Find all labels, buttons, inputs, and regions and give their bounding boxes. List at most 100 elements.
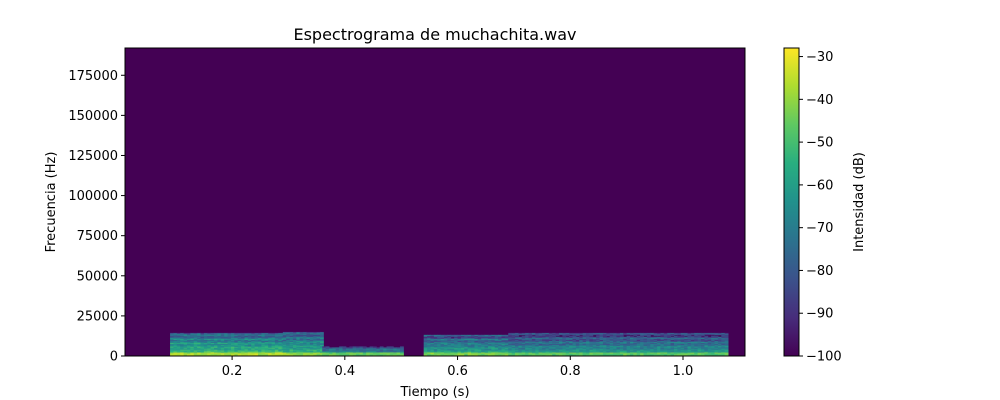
heatmap-cell <box>484 339 489 341</box>
heatmap-cell <box>183 333 188 336</box>
heatmap-cell <box>663 339 668 341</box>
heatmap-cell <box>626 354 631 356</box>
heatmap-cell <box>335 351 340 353</box>
heatmap-cell <box>464 336 469 339</box>
heatmap-cell <box>606 345 611 347</box>
heatmap-cell <box>508 352 513 354</box>
heatmap-cell <box>531 335 536 338</box>
heatmap-cell <box>447 352 452 354</box>
heatmap-cell <box>427 337 431 340</box>
heatmap-cell <box>345 348 350 350</box>
heatmap-cell <box>430 352 435 354</box>
heatmap-cell <box>572 344 577 346</box>
heatmap-cell <box>487 336 492 339</box>
heatmap-cell <box>251 338 256 341</box>
heatmap-cell <box>471 334 475 337</box>
heatmap-cell <box>515 347 519 349</box>
heatmap-cell <box>237 341 242 343</box>
heatmap-cell <box>579 349 584 351</box>
heatmap-cell <box>261 336 266 339</box>
heatmap-cell <box>623 353 628 355</box>
heatmap-cell <box>663 351 668 353</box>
heatmap-cell <box>711 338 715 341</box>
heatmap-cell <box>474 339 479 341</box>
heatmap-cell <box>309 350 314 352</box>
heatmap-cell <box>643 337 648 340</box>
heatmap-cell <box>193 352 198 354</box>
heatmap-cell <box>183 332 188 335</box>
heatmap-cell <box>660 348 665 350</box>
heatmap-cell <box>313 334 318 337</box>
heatmap-cell <box>596 349 600 351</box>
heatmap-cell <box>616 336 621 339</box>
heatmap-cell <box>599 335 604 338</box>
heatmap-cell <box>224 352 228 354</box>
heatmap-cell <box>690 351 695 353</box>
heatmap-cell <box>542 353 546 355</box>
heatmap-cell <box>286 354 290 356</box>
heatmap-cell <box>271 354 276 356</box>
heatmap-cell <box>214 348 218 350</box>
heatmap-cell <box>197 350 201 352</box>
heatmap-cell <box>306 350 311 352</box>
heatmap-cell <box>427 336 431 339</box>
heatmap-cell <box>694 354 699 356</box>
heatmap-cell <box>484 344 489 346</box>
heatmap-cell <box>170 347 174 349</box>
heatmap-cell <box>646 336 651 339</box>
heatmap-cell <box>680 332 685 335</box>
heatmap-cell <box>508 351 513 353</box>
heatmap-cell <box>596 350 600 352</box>
heatmap-cell <box>173 337 178 340</box>
heatmap-cell <box>653 334 658 337</box>
heatmap-cell <box>214 353 218 355</box>
heatmap-cell <box>680 352 685 354</box>
heatmap-cell <box>234 334 239 337</box>
heatmap-cell <box>373 346 377 348</box>
heatmap-cell <box>640 338 644 341</box>
heatmap-cell <box>640 354 644 356</box>
heatmap-cell <box>640 349 644 351</box>
heatmap-cell <box>586 340 590 342</box>
heatmap-cell <box>572 333 577 336</box>
heatmap-cell <box>657 339 661 341</box>
heatmap-cell <box>633 346 638 348</box>
heatmap-cell <box>471 337 475 340</box>
heatmap-cell <box>400 348 404 350</box>
heatmap-cell <box>369 354 374 356</box>
heatmap-cell <box>531 332 536 335</box>
heatmap-cell <box>596 334 600 337</box>
heatmap-cell <box>313 344 318 346</box>
heatmap-cell <box>234 335 239 338</box>
heatmap-cell <box>521 347 526 349</box>
heatmap-cell <box>677 349 682 351</box>
heatmap-cell <box>339 353 343 355</box>
heatmap-cell <box>474 349 479 351</box>
heatmap-cell <box>227 341 232 343</box>
heatmap-cell <box>508 333 513 336</box>
heatmap-cell <box>613 334 617 337</box>
heatmap-cell <box>498 342 502 344</box>
heatmap-cell <box>609 346 614 348</box>
heatmap-cell <box>596 348 600 350</box>
heatmap-cell <box>680 339 685 341</box>
heatmap-cell <box>673 348 678 350</box>
heatmap-cell <box>545 339 550 341</box>
heatmap-cell <box>313 345 318 347</box>
heatmap-cell <box>630 344 634 346</box>
heatmap-cell <box>694 352 699 354</box>
heatmap-cell <box>487 352 492 354</box>
heatmap-cell <box>433 346 438 348</box>
heatmap-cell <box>313 349 318 351</box>
heatmap-cell <box>217 341 222 343</box>
heatmap-cell <box>653 337 658 340</box>
heatmap-cell <box>247 340 252 342</box>
heatmap-cell <box>643 345 648 347</box>
heatmap-cell <box>251 337 256 340</box>
heatmap-cell <box>306 340 311 342</box>
heatmap-cell <box>316 332 321 335</box>
heatmap-cell <box>183 338 188 341</box>
heatmap-cell <box>494 351 499 353</box>
heatmap-cell <box>440 354 445 356</box>
heatmap-cell <box>717 342 722 344</box>
